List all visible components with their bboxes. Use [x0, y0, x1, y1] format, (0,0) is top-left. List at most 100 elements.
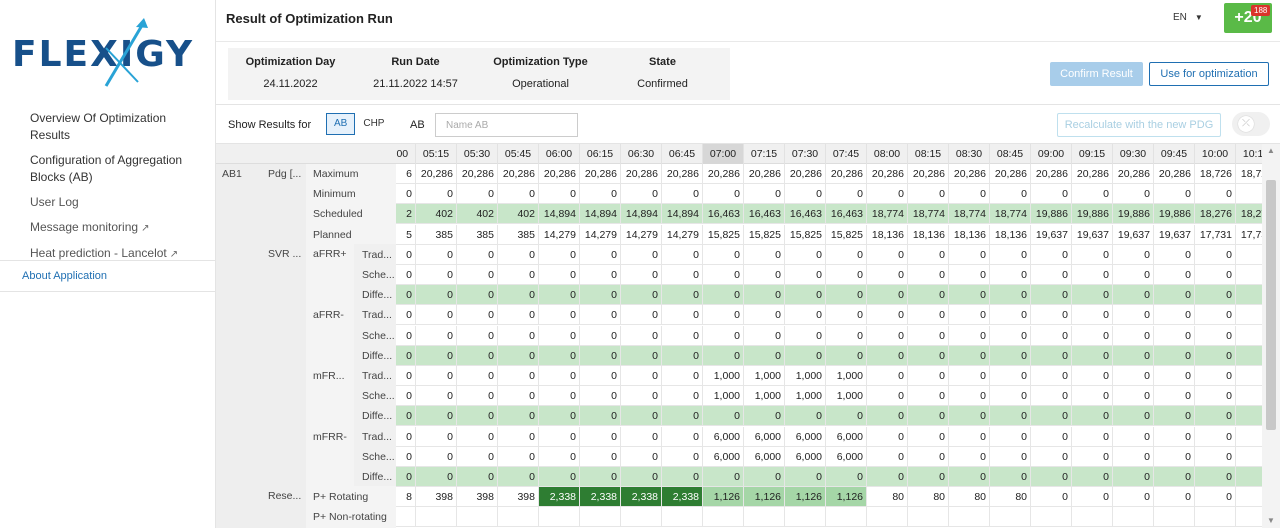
value-cell[interactable]: 20,286	[580, 164, 621, 184]
value-cell[interactable]: 1,000	[785, 366, 826, 386]
value-cell[interactable]: 0	[457, 366, 498, 386]
time-header[interactable]: 06:15	[580, 144, 621, 164]
value-cell[interactable]: 0	[396, 325, 416, 346]
value-cell[interactable]: 0	[744, 467, 785, 487]
value-cell[interactable]: 0	[990, 325, 1031, 346]
time-header[interactable]: 10:15	[1236, 144, 1262, 164]
value-cell[interactable]: 0	[1195, 265, 1236, 285]
value-cell[interactable]: 0	[867, 446, 908, 467]
value-cell[interactable]: 0	[580, 325, 621, 346]
value-cell[interactable]: 0	[1031, 406, 1072, 427]
value-cell[interactable]: 0	[662, 467, 703, 487]
value-cell[interactable]: 0	[539, 406, 580, 427]
value-cell[interactable]: 6	[396, 164, 416, 184]
value-cell[interactable]: 1,000	[826, 386, 867, 407]
value-cell[interactable]: 0	[1195, 406, 1236, 427]
value-cell[interactable]: 0	[1154, 345, 1195, 366]
value-cell[interactable]: 0	[498, 426, 539, 447]
time-header[interactable]: 05:30	[457, 144, 498, 164]
value-cell[interactable]: 16,463	[826, 204, 867, 225]
value-cell[interactable]: 0	[539, 244, 580, 265]
value-cell[interactable]: 0	[867, 467, 908, 487]
value-cell[interactable]: 0	[621, 366, 662, 386]
value-cell[interactable]: 0	[1236, 265, 1262, 285]
value-cell[interactable]: 16,463	[703, 204, 744, 225]
value-cell[interactable]: 0	[457, 244, 498, 265]
value-cell[interactable]: 402	[457, 204, 498, 225]
value-cell[interactable]: 0	[1195, 426, 1236, 447]
value-cell[interactable]: 0	[396, 446, 416, 467]
value-cell[interactable]: 0	[1195, 305, 1236, 326]
value-cell[interactable]: 0	[1113, 406, 1154, 427]
value-cell[interactable]: 0	[539, 325, 580, 346]
value-cell[interactable]: 1,000	[744, 386, 785, 407]
value-cell[interactable]: 0	[539, 305, 580, 326]
time-header[interactable]: 07:45	[826, 144, 867, 164]
value-cell[interactable]: 0	[1154, 265, 1195, 285]
value-cell[interactable]: 0	[867, 345, 908, 366]
value-cell[interactable]: 0	[867, 386, 908, 407]
value-cell[interactable]: 0	[396, 366, 416, 386]
value-cell[interactable]: 0	[1236, 346, 1262, 366]
value-cell[interactable]: 0	[990, 426, 1031, 447]
value-cell[interactable]: 0	[1195, 467, 1236, 487]
time-header[interactable]: 08:30	[949, 144, 990, 164]
value-cell[interactable]: 0	[396, 426, 416, 447]
value-cell[interactable]: 0	[867, 406, 908, 427]
value-cell[interactable]: 0	[457, 467, 498, 487]
value-cell[interactable]	[908, 507, 949, 528]
value-cell[interactable]: 1,126	[703, 487, 744, 508]
value-cell[interactable]: 0	[457, 386, 498, 407]
value-cell[interactable]: 0	[703, 406, 744, 427]
value-cell[interactable]	[949, 507, 990, 528]
value-cell[interactable]: 15,825	[744, 224, 785, 245]
time-header[interactable]: 09:15	[1072, 144, 1113, 164]
value-cell[interactable]: 0	[1031, 386, 1072, 407]
value-cell[interactable]: 20,286	[498, 164, 539, 184]
value-cell[interactable]: 0	[744, 285, 785, 306]
value-cell[interactable]: 15,825	[826, 224, 867, 245]
value-cell[interactable]: 0	[744, 184, 785, 205]
value-cell[interactable]: 0	[1113, 325, 1154, 346]
value-cell[interactable]: 2,338	[580, 487, 621, 508]
value-cell[interactable]: 0	[1154, 285, 1195, 306]
value-cell[interactable]: 0	[662, 426, 703, 447]
value-cell[interactable]: 402	[416, 204, 457, 225]
value-cell[interactable]: 0	[1154, 487, 1195, 508]
value-cell[interactable]: 0	[396, 386, 416, 407]
sidebar-item-message-monitoring[interactable]: Message monitoring ↗	[0, 219, 216, 237]
value-cell[interactable]: 0	[396, 467, 416, 487]
value-cell[interactable]: 15,825	[703, 224, 744, 245]
value-cell[interactable]: 0	[457, 426, 498, 447]
value-cell[interactable]: 0	[498, 406, 539, 427]
value-cell[interactable]: 0	[1113, 487, 1154, 508]
value-cell[interactable]: 0	[908, 184, 949, 205]
value-cell[interactable]: 0	[457, 325, 498, 346]
value-cell[interactable]: 80	[949, 487, 990, 508]
value-cell[interactable]: 0	[908, 426, 949, 447]
value-cell[interactable]: 18,774	[867, 204, 908, 225]
time-header[interactable]: 07:15	[744, 144, 785, 164]
value-cell[interactable]	[580, 507, 621, 528]
value-cell[interactable]: 0	[539, 285, 580, 306]
value-cell[interactable]: 0	[457, 305, 498, 326]
value-cell[interactable]: 0	[662, 325, 703, 346]
value-cell[interactable]: 0	[498, 325, 539, 346]
value-cell[interactable]	[826, 507, 867, 528]
value-cell[interactable]: 0	[703, 244, 744, 265]
value-cell[interactable]: 20,286	[1113, 164, 1154, 184]
time-header[interactable]: 05:00	[396, 144, 416, 164]
value-cell[interactable]: 20,286	[621, 164, 662, 184]
value-cell[interactable]: 0	[1236, 326, 1262, 346]
value-cell[interactable]: 0	[949, 386, 990, 407]
value-cell[interactable]: 0	[1236, 245, 1262, 265]
value-cell[interactable]: 0	[949, 285, 990, 306]
value-cell[interactable]	[1113, 507, 1154, 528]
value-cell[interactable]: 17,731	[1236, 225, 1262, 245]
value-cell[interactable]: 20,286	[826, 164, 867, 184]
value-cell[interactable]: 0	[1113, 386, 1154, 407]
value-cell[interactable]: 18,726	[1236, 164, 1262, 184]
value-cell[interactable]: 0	[867, 325, 908, 346]
use-for-optimization-button[interactable]: Use for optimization	[1149, 62, 1269, 86]
value-cell[interactable]: 0	[396, 265, 416, 285]
